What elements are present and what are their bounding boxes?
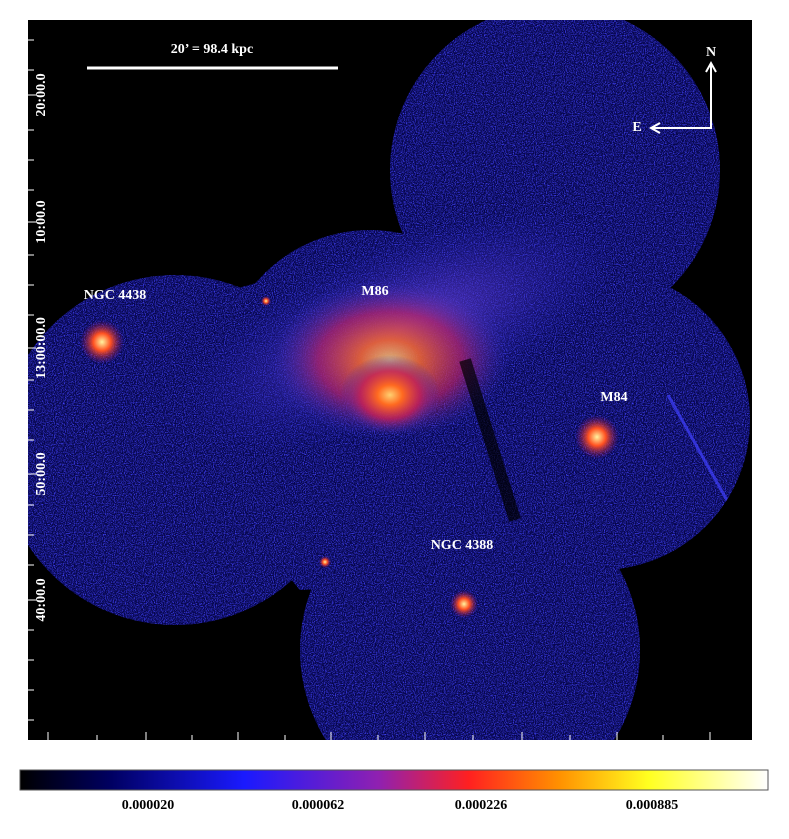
colorbar-tick-label: 0.000885 (626, 798, 679, 813)
colorbar-tick-label: 0.000062 (292, 798, 345, 813)
scale-bar-label: 20’ = 98.4 kpc (171, 42, 253, 57)
ra-tick-label: 25:00.0 (595, 742, 638, 757)
colorbar-tick-label: 0.000226 (455, 798, 508, 813)
dec-tick-label: 50:00.0 (34, 452, 49, 495)
ra-tick-label: 24:30.0 (688, 742, 731, 757)
ra-tick-label: 12:26:00.0 (394, 742, 456, 757)
source-label: M86 (361, 284, 388, 299)
compass-north: N (706, 45, 716, 60)
colorbar (19, 769, 769, 791)
ra-tick-label: 30.0 (134, 742, 159, 757)
ra-tick-label: 30.0 (319, 742, 344, 757)
ra-tick-label: 28:00.0 (26, 742, 69, 757)
dec-tick-label: 10:00.0 (34, 200, 49, 243)
annotations: NGC 4438 M86 M84 NGC 4388 20:00.0 10:00.0 13:0… (26, 73, 731, 813)
colorbar-tick-label: 0.000020 (122, 798, 175, 813)
frame-ticks (28, 39, 711, 740)
dec-tick-label: 20:00.0 (34, 73, 49, 116)
dec-tick-label: 13:00:00.0 (34, 317, 49, 379)
source-label: NGC 4438 (84, 288, 147, 303)
source-label: M84 (600, 390, 627, 405)
compass (648, 60, 717, 134)
compass-east: E (632, 120, 641, 135)
dec-tick-label: 40:00.0 (34, 578, 49, 621)
source-label: NGC 4388 (431, 538, 494, 553)
ra-tick-label: 30.0 (510, 742, 535, 757)
ra-tick-label: 27:00.0 (216, 742, 259, 757)
